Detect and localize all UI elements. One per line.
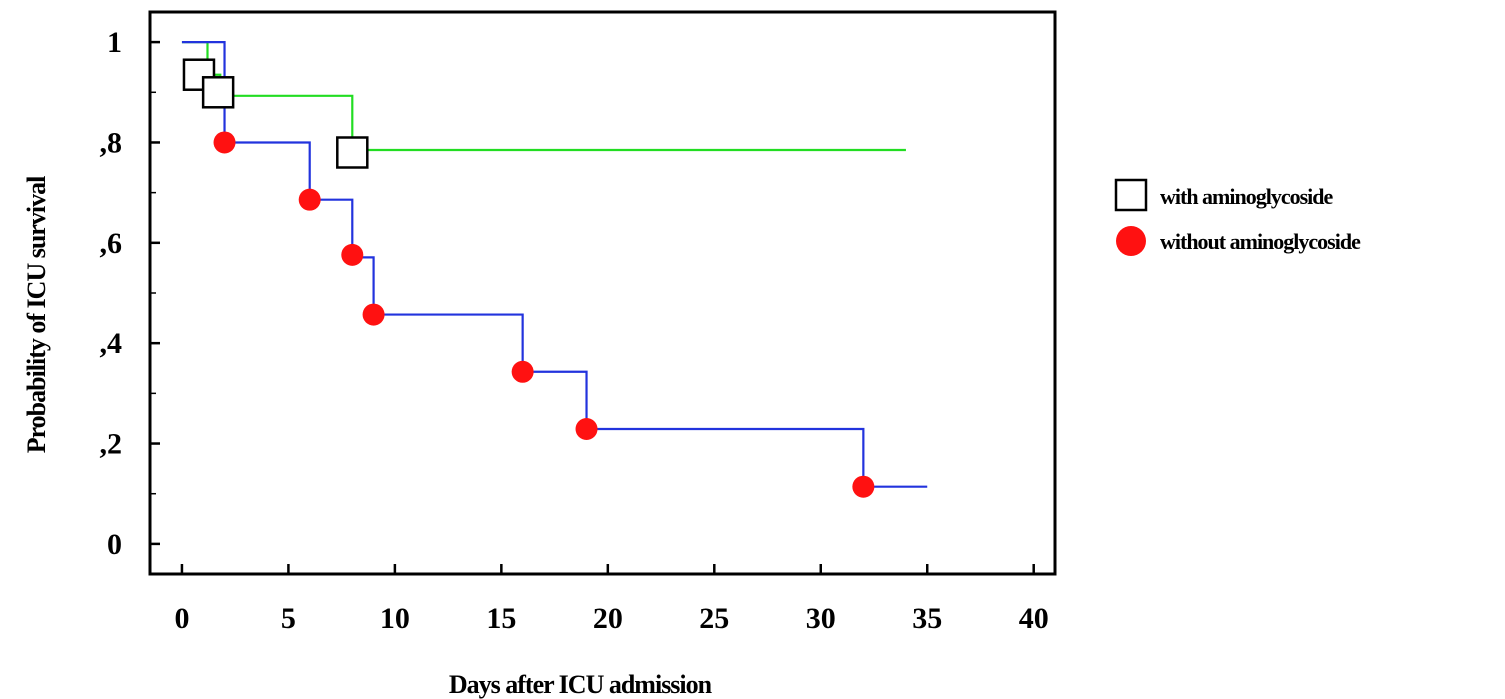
circle-marker [852, 475, 875, 498]
circle-marker [362, 303, 385, 326]
legend-label-without: without aminoglycoside [1160, 229, 1361, 254]
square-marker [201, 76, 235, 109]
x-tick-label: 35 [912, 602, 942, 635]
circle-marker [511, 360, 534, 383]
x-tick-label: 25 [699, 602, 729, 635]
x-axis-ticks: 0 5 10 15 20 25 30 35 40 [174, 564, 1049, 635]
y-tick-label: 0 [107, 528, 122, 561]
square-marker [336, 136, 369, 169]
x-tick-label: 20 [593, 602, 623, 635]
y-tick-label: ,2 [100, 428, 123, 461]
x-tick-label: 15 [486, 602, 516, 635]
series-line-without [181, 41, 928, 488]
y-tick-label: ,6 [100, 227, 123, 260]
circle-marker [213, 131, 236, 154]
y-tick-label: ,4 [100, 327, 123, 360]
y-axis-title: Probability of ICU survival [22, 176, 51, 453]
x-axis-title: Days after ICU admission [449, 670, 713, 699]
plot-frame [148, 10, 1057, 576]
y-tick-label: ,8 [100, 126, 123, 159]
legend-label-with: with aminoglycoside [1160, 184, 1334, 209]
y-tick-label: 1 [107, 26, 122, 59]
legend-square-icon [1114, 178, 1148, 212]
x-tick-label: 0 [174, 602, 189, 635]
circle-marker [298, 188, 321, 211]
x-tick-label: 10 [380, 602, 410, 635]
series-markers [182, 58, 875, 498]
x-tick-label: 30 [806, 602, 836, 635]
circle-marker [575, 417, 598, 440]
legend-circle-icon [1116, 226, 1146, 256]
x-tick-label: 5 [281, 602, 296, 635]
y-axis-ticks: 0 ,2 ,4 ,6 ,8 1 [100, 26, 160, 561]
legend: with aminoglycoside without aminoglycosi… [1114, 178, 1362, 256]
x-tick-label: 40 [1019, 602, 1049, 635]
circle-marker [341, 243, 364, 266]
